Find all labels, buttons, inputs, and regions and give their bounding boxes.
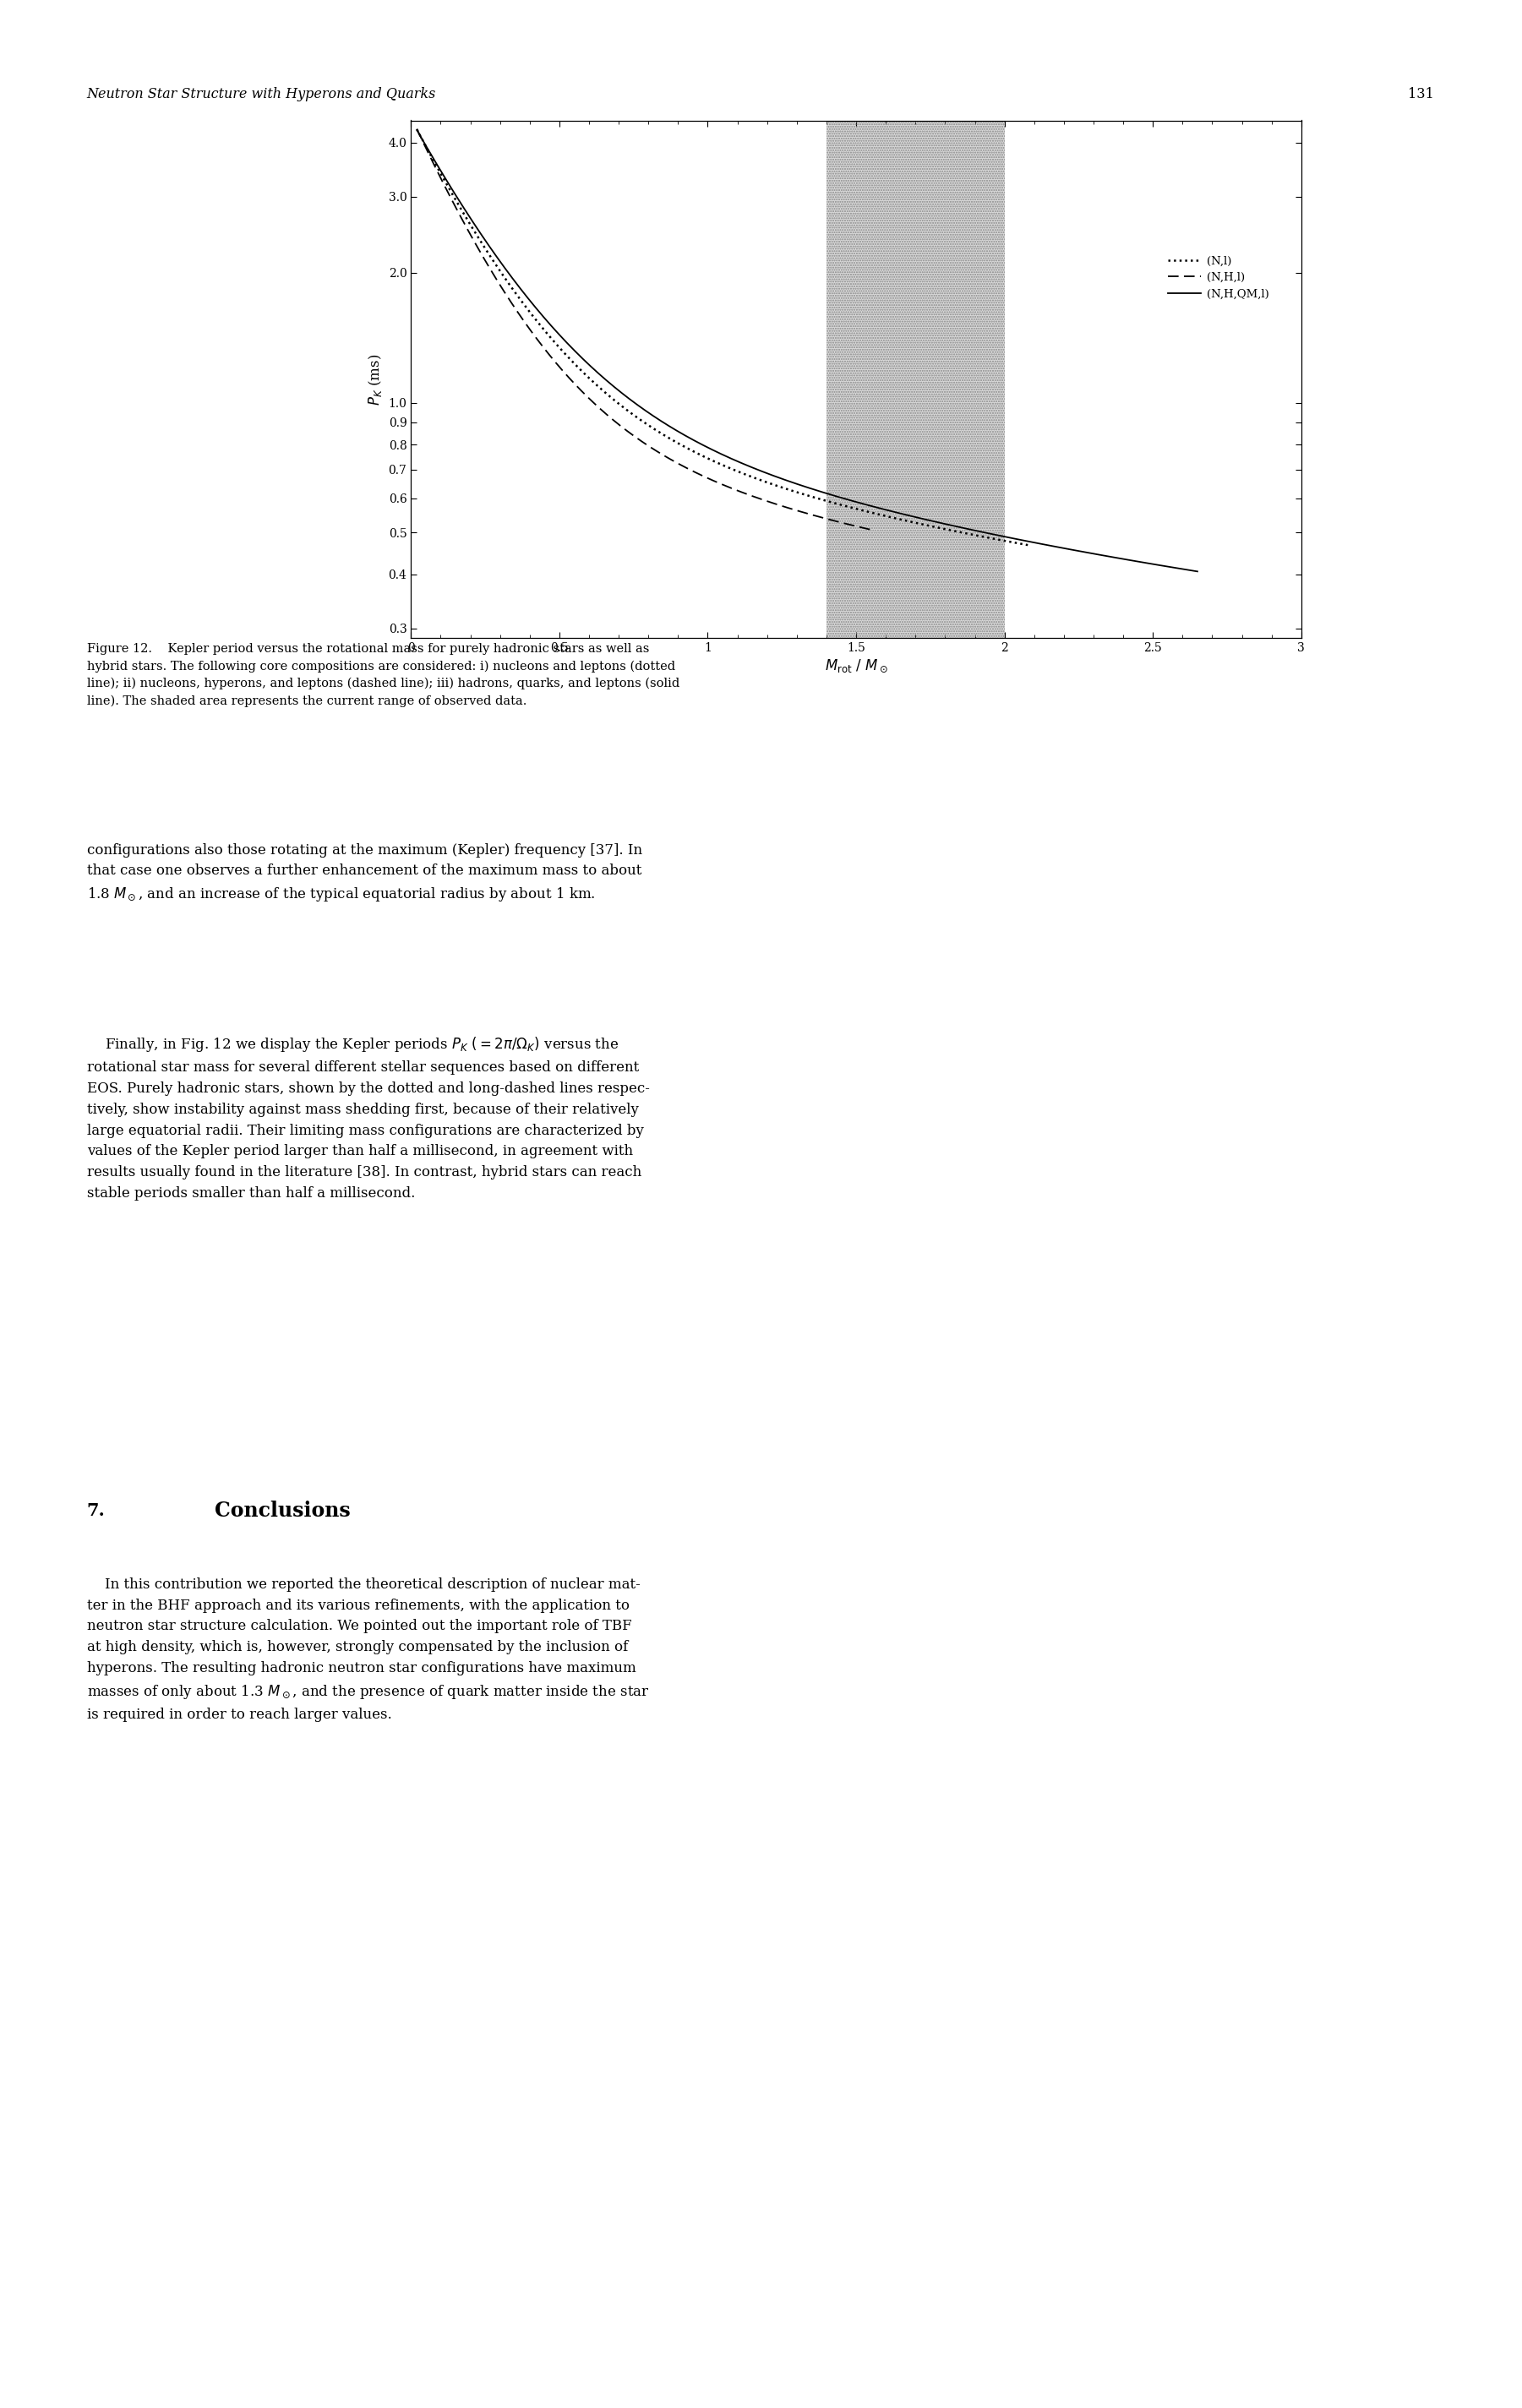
Text: In this contribution we reported the theoretical description of nuclear mat-
ter: In this contribution we reported the the…: [87, 1577, 650, 1722]
Text: 131: 131: [1408, 87, 1434, 101]
Legend: (N,l), (N,H,l), (N,H,QM,l): (N,l), (N,H,l), (N,H,QM,l): [1167, 255, 1269, 299]
Text: Conclusions: Conclusions: [215, 1500, 350, 1522]
X-axis label: $M_{\mathrm{rot}}\ /\ M_\odot$: $M_{\mathrm{rot}}\ /\ M_\odot$: [825, 657, 887, 674]
Y-axis label: $P_K$ (ms): $P_K$ (ms): [367, 354, 384, 405]
Text: Figure 12.    Kepler period versus the rotational mass for purely hadronic stars: Figure 12. Kepler period versus the rota…: [87, 643, 679, 708]
Text: 7.: 7.: [87, 1503, 105, 1519]
Text: configurations also those rotating at the maximum (Kepler) frequency [37]. In
th: configurations also those rotating at th…: [87, 843, 642, 903]
Bar: [826, 120, 1005, 638]
Text: Finally, in Fig. 12 we display the Kepler periods $P_K$ $(= 2\pi/\Omega_K)$ vers: Finally, in Fig. 12 we display the Keple…: [87, 1035, 650, 1202]
Text: Neutron Star Structure with Hyperons and Quarks: Neutron Star Structure with Hyperons and…: [87, 87, 437, 101]
Bar: [826, 120, 1005, 638]
